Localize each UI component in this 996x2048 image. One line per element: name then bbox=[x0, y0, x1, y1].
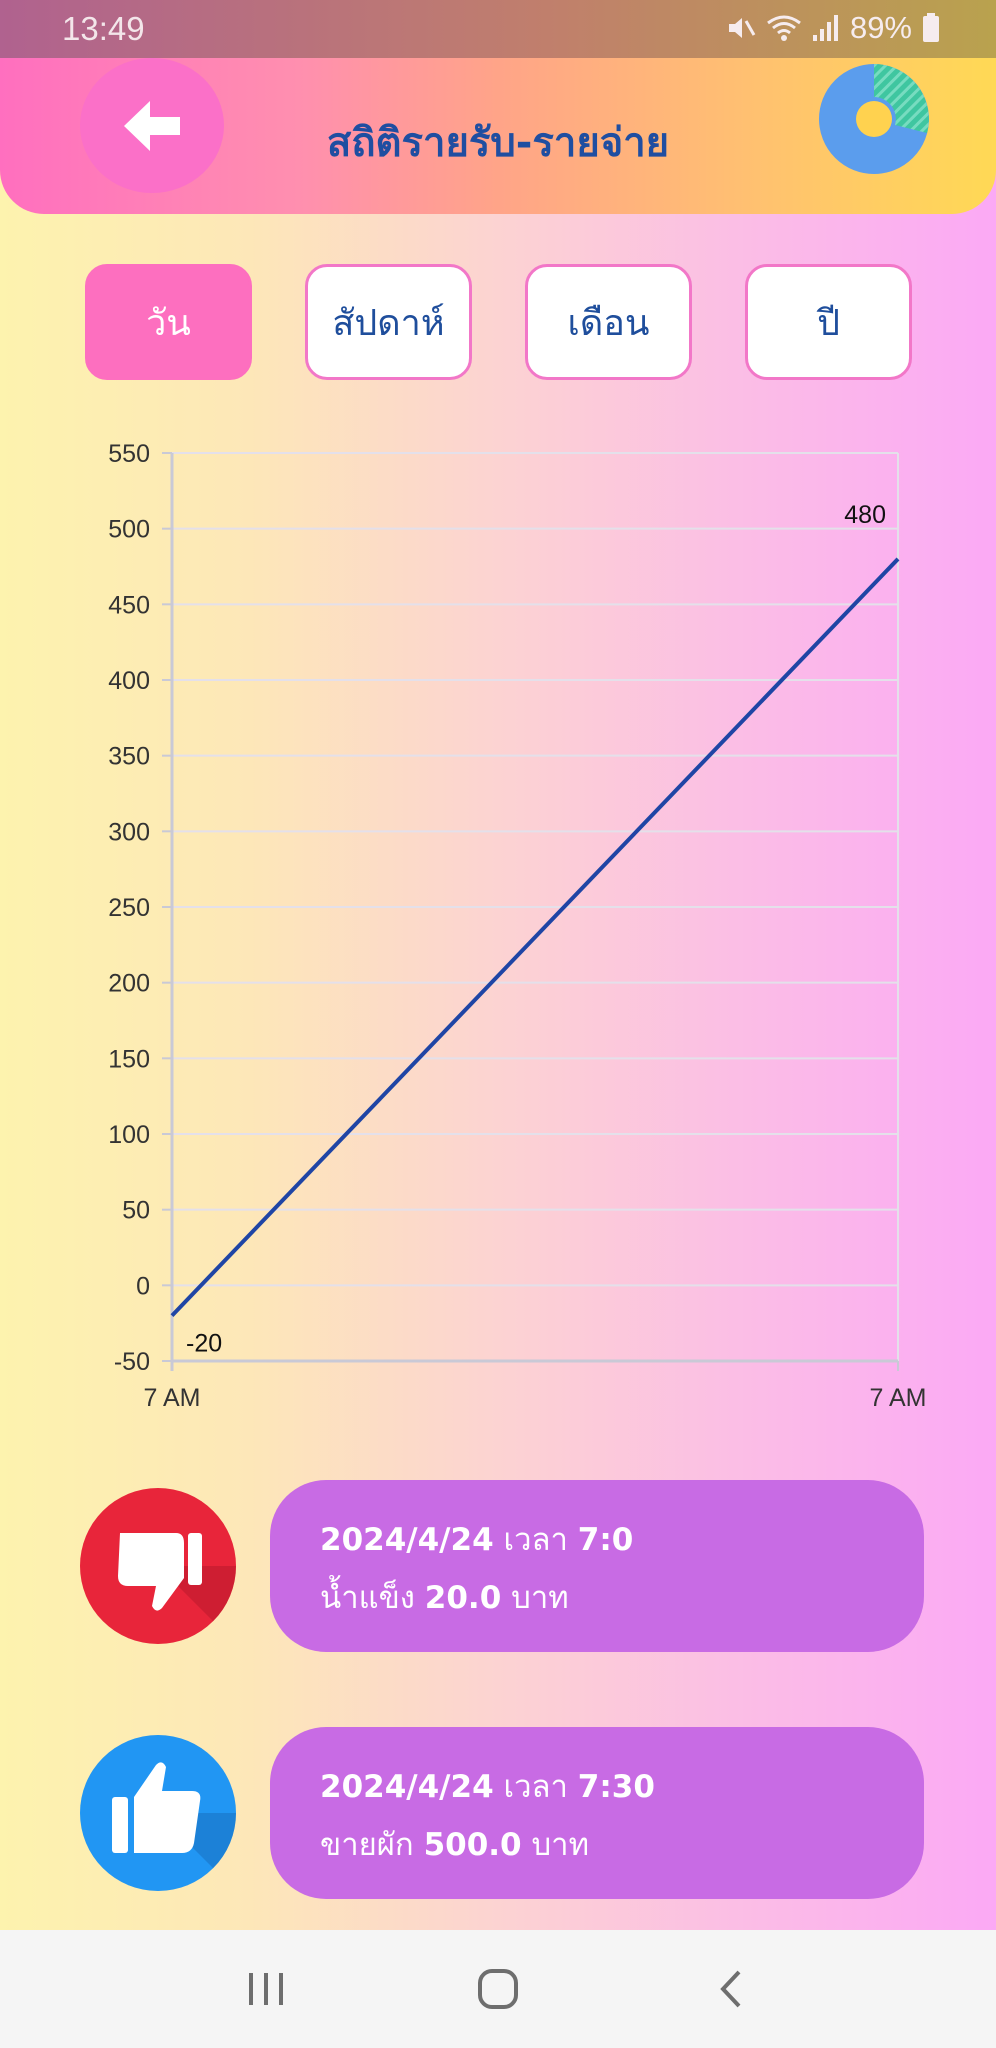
thumbs-up-icon bbox=[80, 1735, 236, 1891]
transaction-currency: บาท bbox=[531, 1827, 590, 1864]
signal-icon bbox=[812, 13, 840, 43]
y-tick-label: 200 bbox=[108, 970, 150, 998]
y-tick-label: 150 bbox=[108, 1045, 150, 1073]
transaction-time-label: เวลา bbox=[503, 1769, 568, 1805]
home-icon bbox=[478, 1969, 518, 2009]
recent-apps-icon bbox=[249, 1973, 283, 2005]
tab-month[interactable]: เดือน bbox=[525, 264, 692, 380]
transaction-item: น้ำแข็ง bbox=[320, 1580, 415, 1617]
line-chart: -50 0 50 100 150 200 250 300 350 400 450 500 550 7 AM… bbox=[0, 425, 996, 1425]
arrow-left-icon bbox=[124, 100, 180, 151]
transaction-amount: 500.0 bbox=[423, 1827, 522, 1864]
page-title: สถิติรายรับ-รายจ่าย bbox=[326, 120, 670, 166]
transaction-date: 2024/4/24 bbox=[320, 1522, 494, 1558]
transaction-amount: 20.0 bbox=[424, 1580, 502, 1617]
back-nav-icon bbox=[720, 1970, 741, 2008]
mute-icon bbox=[726, 13, 756, 43]
wifi-icon bbox=[766, 13, 802, 43]
home-button[interactable] bbox=[453, 1944, 543, 2034]
y-tick-label: 550 bbox=[108, 440, 150, 468]
tab-day[interactable]: วัน bbox=[85, 264, 252, 380]
data-label: -20 bbox=[186, 1330, 222, 1358]
transaction-card-expense[interactable]: 2024/4/24 เวลา 7:0 น้ำแข็ง 20.0 บาท bbox=[270, 1480, 924, 1652]
tab-year[interactable]: ปี bbox=[745, 264, 912, 380]
x-tick-label: 7 AM bbox=[144, 1384, 201, 1412]
back-nav-button[interactable] bbox=[685, 1944, 775, 2034]
y-tick-label: 50 bbox=[122, 1197, 150, 1225]
transaction-time: 7:30 bbox=[577, 1769, 655, 1805]
transaction-item: ขายผัก bbox=[320, 1827, 414, 1864]
data-label: 480 bbox=[844, 501, 886, 529]
back-button[interactable] bbox=[80, 58, 224, 193]
system-nav-bar bbox=[0, 1930, 996, 2048]
period-tabs: วัน สัปดาห์ เดือน ปี bbox=[85, 264, 912, 380]
status-time: 13:49 bbox=[62, 10, 145, 47]
y-tick-label: 100 bbox=[108, 1121, 150, 1149]
y-tick-label: 250 bbox=[108, 894, 150, 922]
transaction-date-line: 2024/4/24 เวลา 7:0 bbox=[320, 1520, 924, 1560]
y-tick-label: 300 bbox=[108, 818, 150, 846]
battery-icon bbox=[922, 13, 940, 43]
transaction-detail-line: น้ำแข็ง 20.0 บาท bbox=[320, 1578, 924, 1618]
battery-percent: 89% bbox=[849, 10, 912, 45]
transaction-date: 2024/4/24 bbox=[320, 1769, 494, 1805]
tab-week[interactable]: สัปดาห์ bbox=[305, 264, 472, 380]
chart-view-button[interactable] bbox=[818, 63, 930, 175]
recent-apps-button[interactable] bbox=[221, 1944, 311, 2034]
y-tick-label: 400 bbox=[108, 667, 150, 695]
transaction-card-income[interactable]: 2024/4/24 เวลา 7:30 ขายผัก 500.0 บาท bbox=[270, 1727, 924, 1899]
chart-svg: -50 0 50 100 150 200 250 300 350 400 450 500 550 7 AM… bbox=[108, 440, 927, 1412]
y-tick-label: 500 bbox=[108, 516, 150, 544]
app-header: สถิติรายรับ-รายจ่าย bbox=[0, 58, 996, 214]
x-tick-label: 7 AM bbox=[870, 1384, 927, 1412]
transaction-date-line: 2024/4/24 เวลา 7:30 bbox=[320, 1767, 924, 1807]
status-icons: 89% bbox=[726, 10, 940, 46]
thumbs-down-icon bbox=[80, 1488, 236, 1644]
series-line bbox=[170, 557, 900, 1317]
donut-chart-icon bbox=[819, 64, 929, 174]
transaction-currency: บาท bbox=[511, 1580, 569, 1617]
transaction-time-label: เวลา bbox=[503, 1522, 568, 1558]
y-tick-label: 0 bbox=[136, 1272, 150, 1300]
status-bar: 13:49 89% bbox=[0, 0, 996, 58]
y-tick-label: -50 bbox=[114, 1348, 150, 1376]
y-tick-label: 350 bbox=[108, 743, 150, 771]
transaction-time: 7:0 bbox=[577, 1522, 634, 1558]
y-tick-label: 450 bbox=[108, 591, 150, 619]
transaction-detail-line: ขายผัก 500.0 บาท bbox=[320, 1825, 924, 1865]
